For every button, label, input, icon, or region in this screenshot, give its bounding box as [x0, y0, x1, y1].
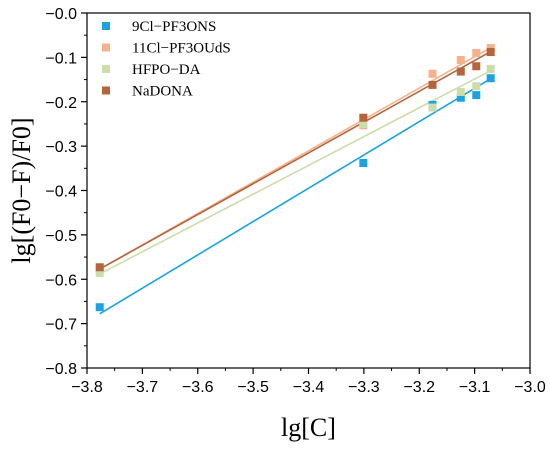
- legend-marker: [102, 65, 110, 73]
- y-tick-label: −0.1: [45, 50, 77, 67]
- legend: 9Cl−PF3ONS 11Cl−PF3OUdS HFPO−DA NaDONA: [102, 19, 231, 100]
- data-point-series-0: [456, 93, 465, 102]
- data-point-series-1: [472, 48, 481, 57]
- x-axis-title: lg[C]: [281, 413, 336, 442]
- data-point-series-2: [456, 87, 465, 96]
- data-point-series-2: [486, 64, 495, 73]
- y-tick-label: −0.8: [45, 361, 77, 378]
- data-point-series-3: [472, 62, 481, 71]
- fit-line-series-0: [99, 77, 492, 315]
- x-tick-label: −3.0: [514, 379, 546, 396]
- legend-marker: [102, 43, 110, 52]
- y-axis-title: lg[(F0−F)/F0]: [7, 117, 36, 263]
- data-point-series-0: [486, 74, 495, 83]
- data-point-series-0: [359, 158, 368, 167]
- fit-line-series-2: [99, 69, 492, 275]
- legend-label: NaDONA: [132, 84, 193, 100]
- data-point-series-2: [359, 119, 368, 128]
- data-point-series-1: [456, 56, 465, 65]
- y-tick-label: −0.2: [45, 95, 77, 112]
- data-point-series-2: [472, 82, 481, 91]
- x-tick-label: −3.5: [237, 379, 269, 396]
- x-tick-label: −3.2: [403, 379, 435, 396]
- x-tick-label: −3.4: [293, 379, 325, 396]
- data-point-series-2: [95, 269, 104, 278]
- x-tick-label: −3.8: [71, 379, 103, 396]
- data-points: [95, 44, 495, 312]
- y-tick-label: −0.4: [45, 184, 77, 201]
- data-point-series-3: [428, 80, 437, 89]
- y-tick-label: −0.6: [45, 272, 77, 289]
- x-tick-label: −3.1: [459, 379, 491, 396]
- x-tick-labels: −3.8 −3.7 −3.6 −3.5 −3.4 −3.3 −3.2 −3.1 −3.0: [71, 379, 546, 396]
- x-tick-label: −3.7: [127, 379, 159, 396]
- data-point-series-1: [428, 69, 437, 78]
- data-point-series-3: [486, 48, 495, 57]
- x-tick-label: −3.6: [182, 379, 214, 396]
- data-point-series-0: [472, 91, 481, 100]
- legend-marker: [102, 86, 110, 95]
- data-point-series-3: [95, 263, 104, 272]
- data-point-series-0: [95, 303, 104, 312]
- y-tick-label: −0.0: [45, 6, 77, 23]
- x-tick-label: −3.3: [348, 379, 380, 396]
- fit-lines: [99, 46, 492, 315]
- data-point-series-3: [359, 113, 368, 122]
- data-point-series-3: [456, 67, 465, 76]
- axis-ticks: [81, 12, 531, 374]
- legend-label: 9Cl−PF3ONS: [132, 19, 216, 35]
- legend-label: HFPO−DA: [132, 62, 201, 78]
- y-tick-label: −0.3: [45, 139, 77, 156]
- y-tick-label: −0.5: [45, 228, 77, 245]
- y-tick-label: −0.7: [45, 317, 77, 334]
- legend-label: 11Cl−PF3OUdS: [132, 41, 231, 57]
- fit-line-series-3: [99, 50, 492, 270]
- y-tick-labels: −0.8 −0.7 −0.6 −0.5 −0.4 −0.3 −0.2 −0.1 −0.0: [45, 6, 77, 378]
- legend-marker: [102, 22, 110, 30]
- data-point-series-2: [428, 103, 437, 112]
